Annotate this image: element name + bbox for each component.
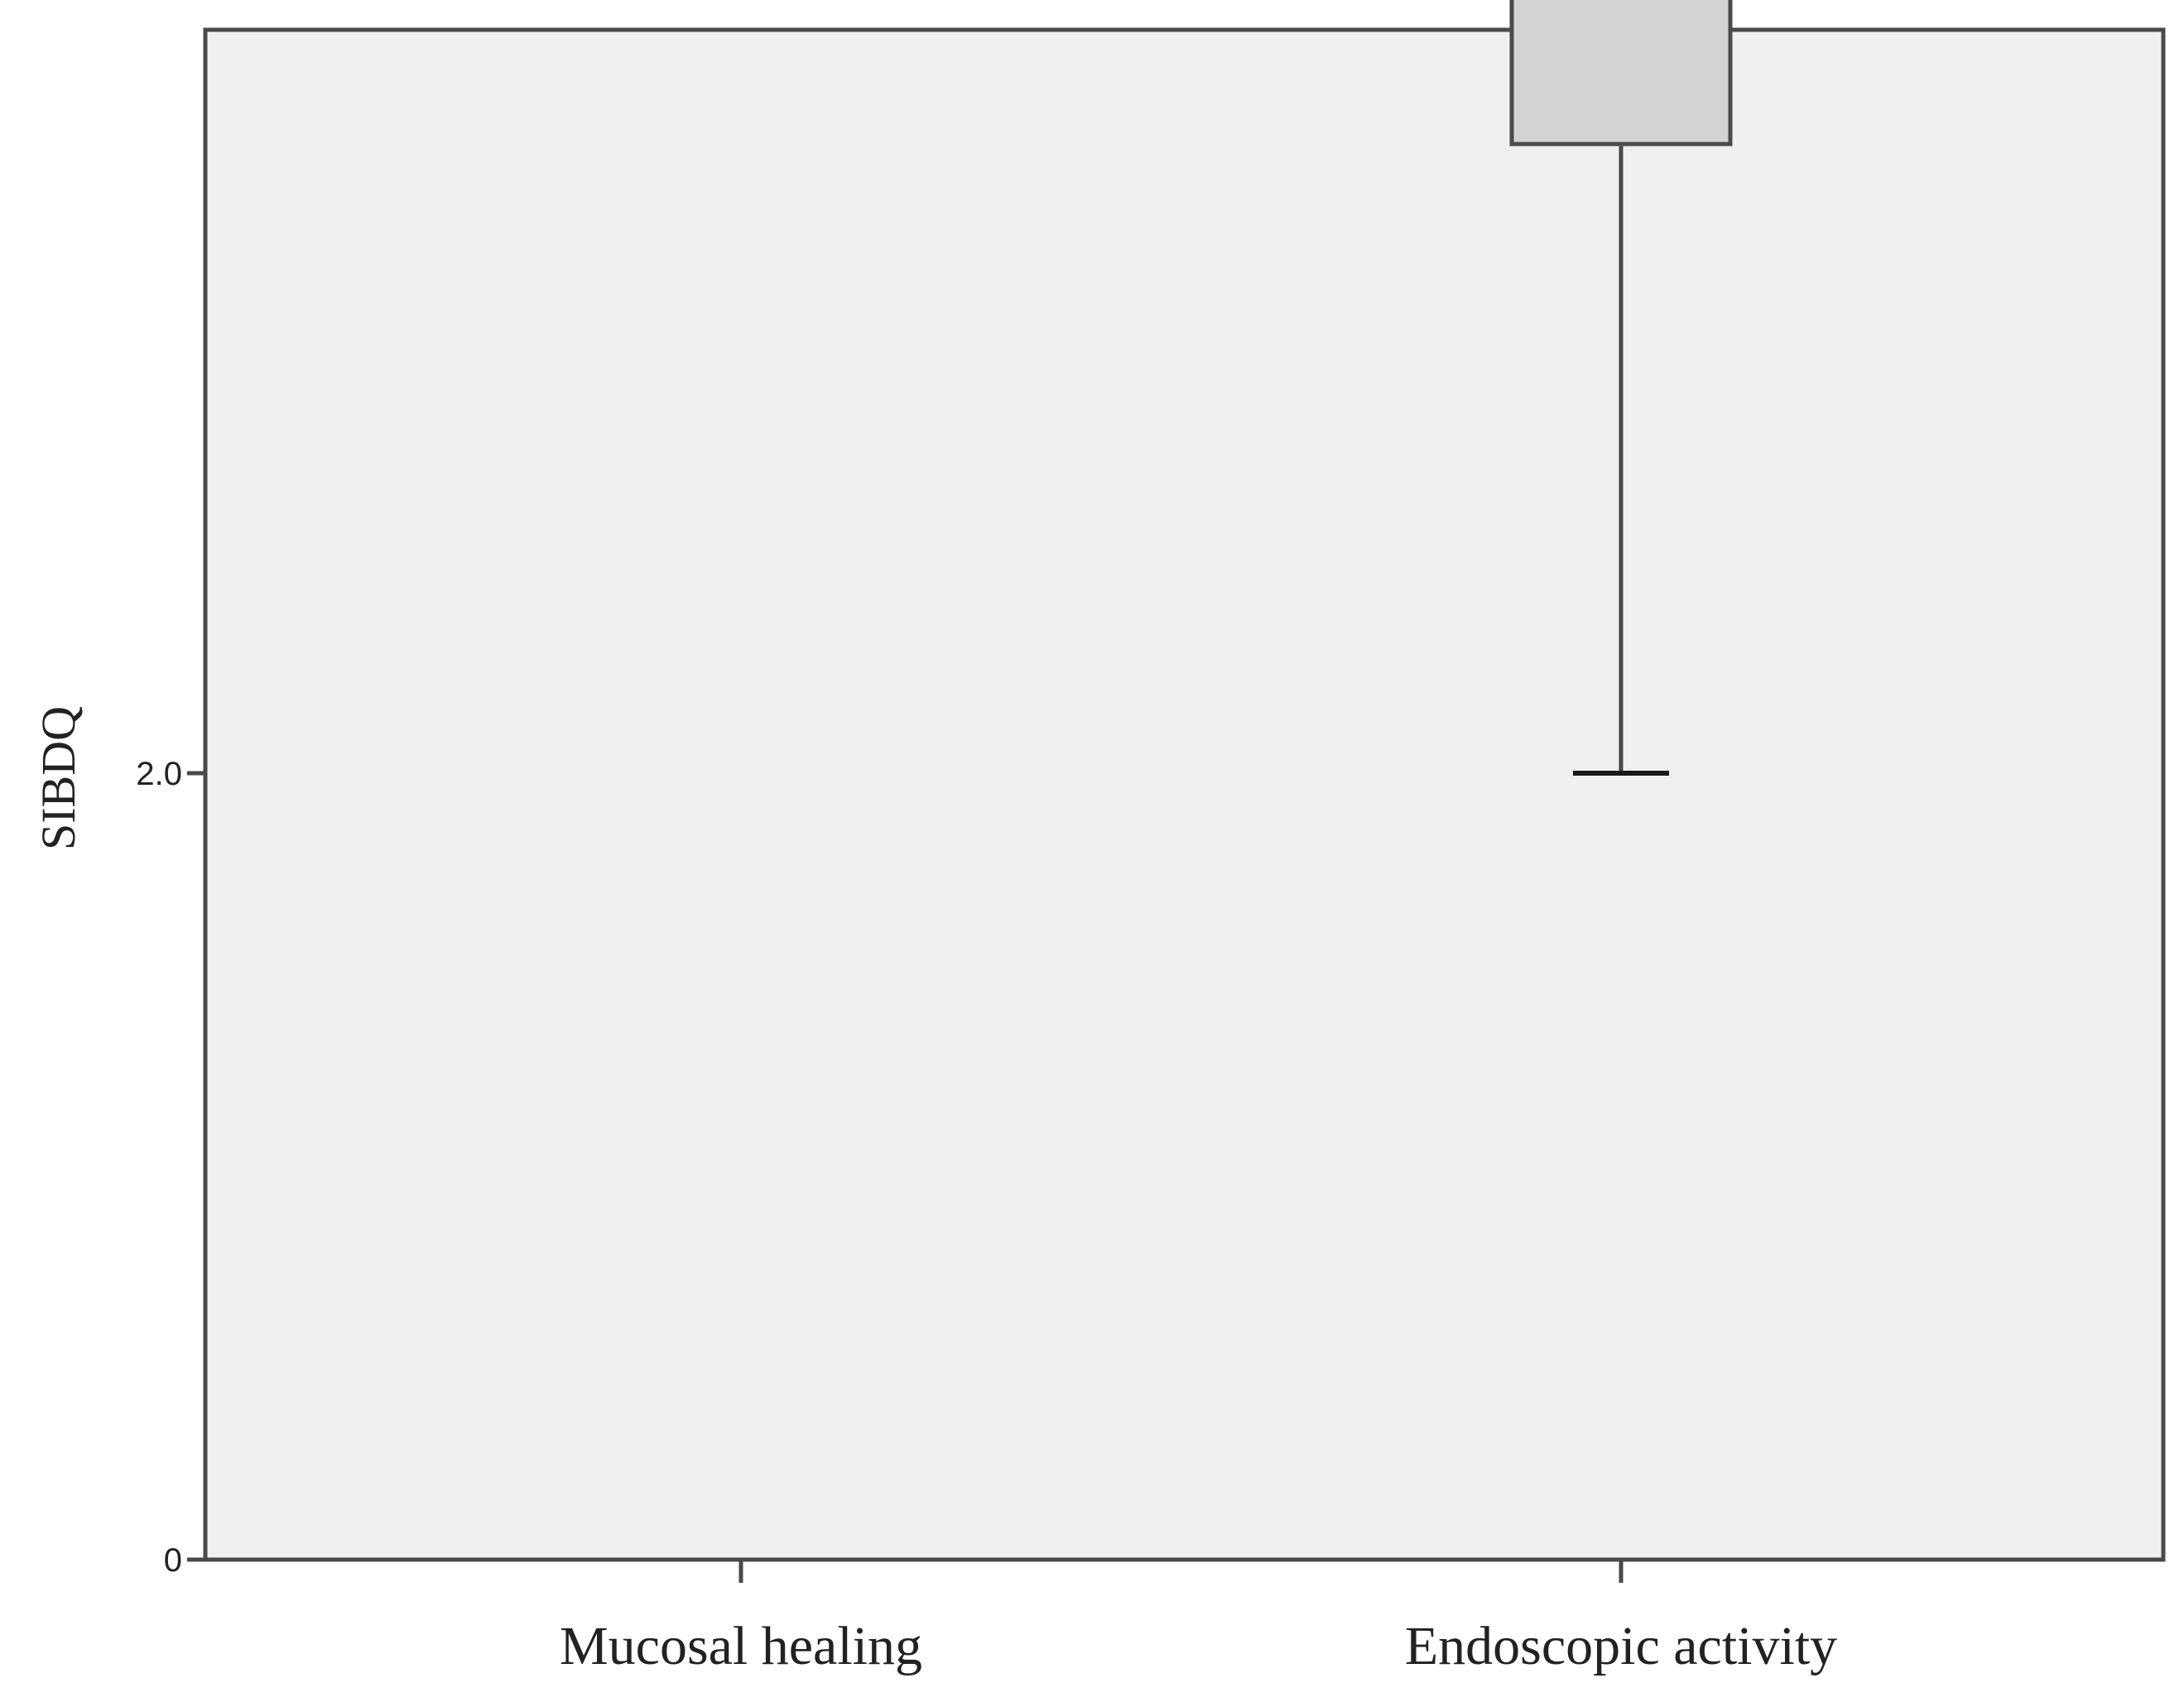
y-tick-label: 2.0 bbox=[136, 756, 182, 792]
plot-area bbox=[203, 27, 2166, 1562]
x-axis-ticks: Mucosal healing Endoscopic activity bbox=[560, 1560, 1837, 1676]
y-axis-ticks: 02.04.06.0 bbox=[136, 0, 205, 1579]
y-tick-label: 0 bbox=[164, 1542, 182, 1579]
y-axis-title: SIBDQ bbox=[31, 706, 85, 850]
box-series bbox=[1509, 0, 1733, 776]
y-tick-label: 4.0 bbox=[136, 0, 182, 6]
iqr-box bbox=[1509, 0, 1733, 147]
x-category-label: Mucosal healing bbox=[560, 1616, 922, 1676]
box-group bbox=[1509, 0, 1733, 776]
x-category-label: Endoscopic activity bbox=[1405, 1616, 1837, 1676]
